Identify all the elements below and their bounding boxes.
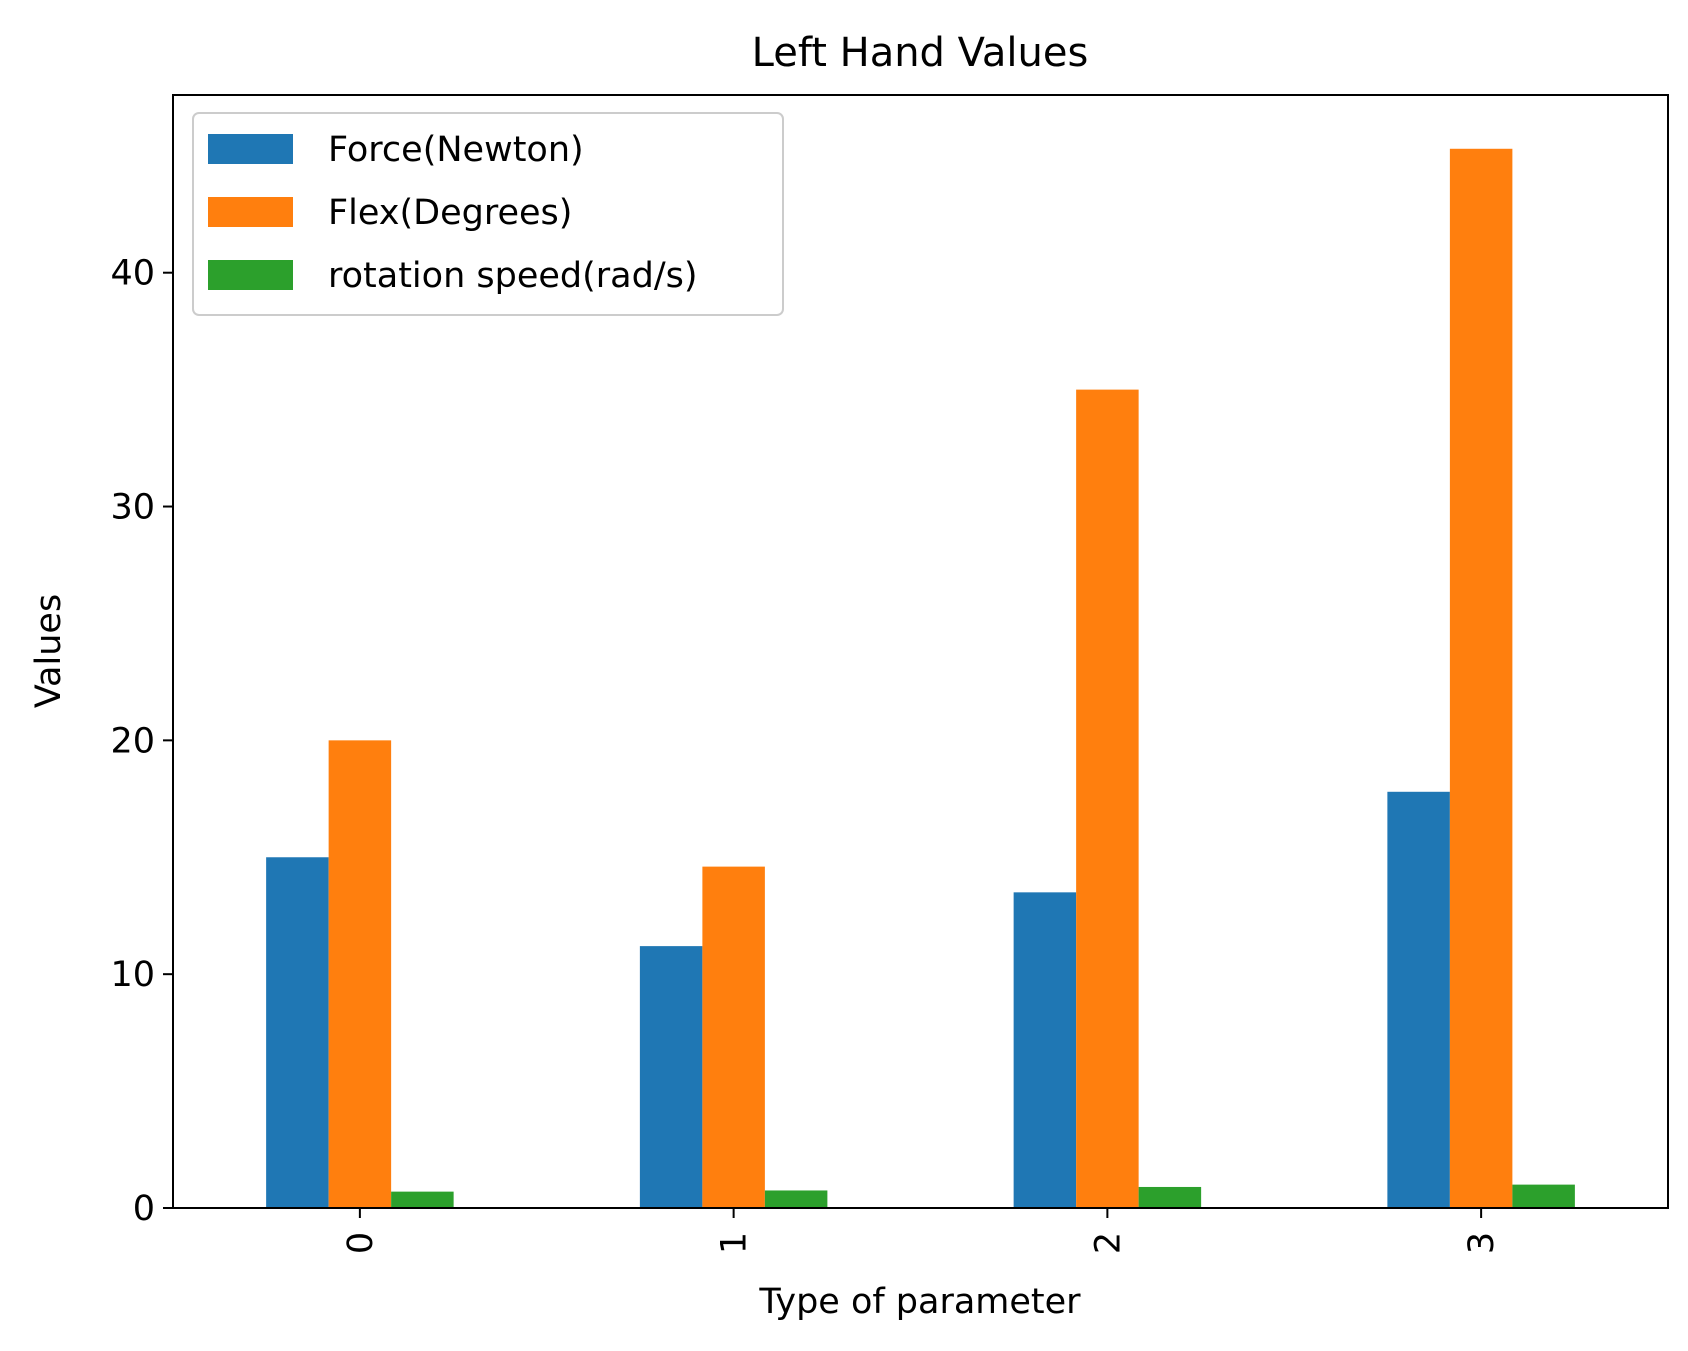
x-tick-label-2: 2 xyxy=(1088,1232,1128,1254)
bars-group xyxy=(266,148,1575,1208)
legend-label-2: rotation speed(rad/s) xyxy=(328,256,698,296)
bar-series-1-cat-2 xyxy=(1076,389,1139,1208)
legend-label-1: Flex(Degrees) xyxy=(328,193,572,233)
x-tick-label-3: 3 xyxy=(1462,1232,1502,1254)
bar-series-1-cat-3 xyxy=(1449,148,1513,1208)
bar-series-0-cat-3 xyxy=(1387,791,1450,1208)
bar-series-2-cat-1 xyxy=(764,1190,828,1208)
bar-series-1-cat-0 xyxy=(328,740,392,1208)
axes-group: 0 10 20 30 40 0 1 2 3 xyxy=(110,94,1669,1254)
y-tick-label-2: 20 xyxy=(110,721,155,761)
legend-swatch-0 xyxy=(208,134,293,164)
bar-series-2-cat-3 xyxy=(1512,1184,1575,1208)
legend: Force(Newton) Flex(Degrees) rotation speed… xyxy=(192,112,784,316)
bar-series-2-cat-2 xyxy=(1138,1186,1202,1208)
legend-label-0: Force(Newton) xyxy=(328,130,584,170)
y-tick-label-1: 10 xyxy=(110,955,155,995)
bar-series-0-cat-1 xyxy=(639,946,703,1208)
legend-swatch-1 xyxy=(208,197,293,227)
plot-frame xyxy=(172,94,1669,1209)
y-axis-label: Values xyxy=(29,594,69,708)
bar-series-0-cat-2 xyxy=(1013,892,1077,1208)
x-tick-label-1: 1 xyxy=(715,1232,755,1254)
x-axis-label: Type of parameter xyxy=(758,1282,1081,1322)
y-tick-label-0: 0 xyxy=(133,1189,155,1229)
bar-series-2-cat-0 xyxy=(391,1191,454,1208)
bar-series-0-cat-0 xyxy=(266,857,329,1208)
legend-box xyxy=(192,112,784,316)
y-tick-label-3: 30 xyxy=(110,488,155,528)
x-tick-label-0: 0 xyxy=(341,1232,381,1254)
bar-series-1-cat-1 xyxy=(702,866,765,1208)
chart-title: Left Hand Values xyxy=(752,30,1089,76)
y-tick-label-4: 40 xyxy=(110,254,155,294)
legend-swatch-2 xyxy=(208,260,293,290)
